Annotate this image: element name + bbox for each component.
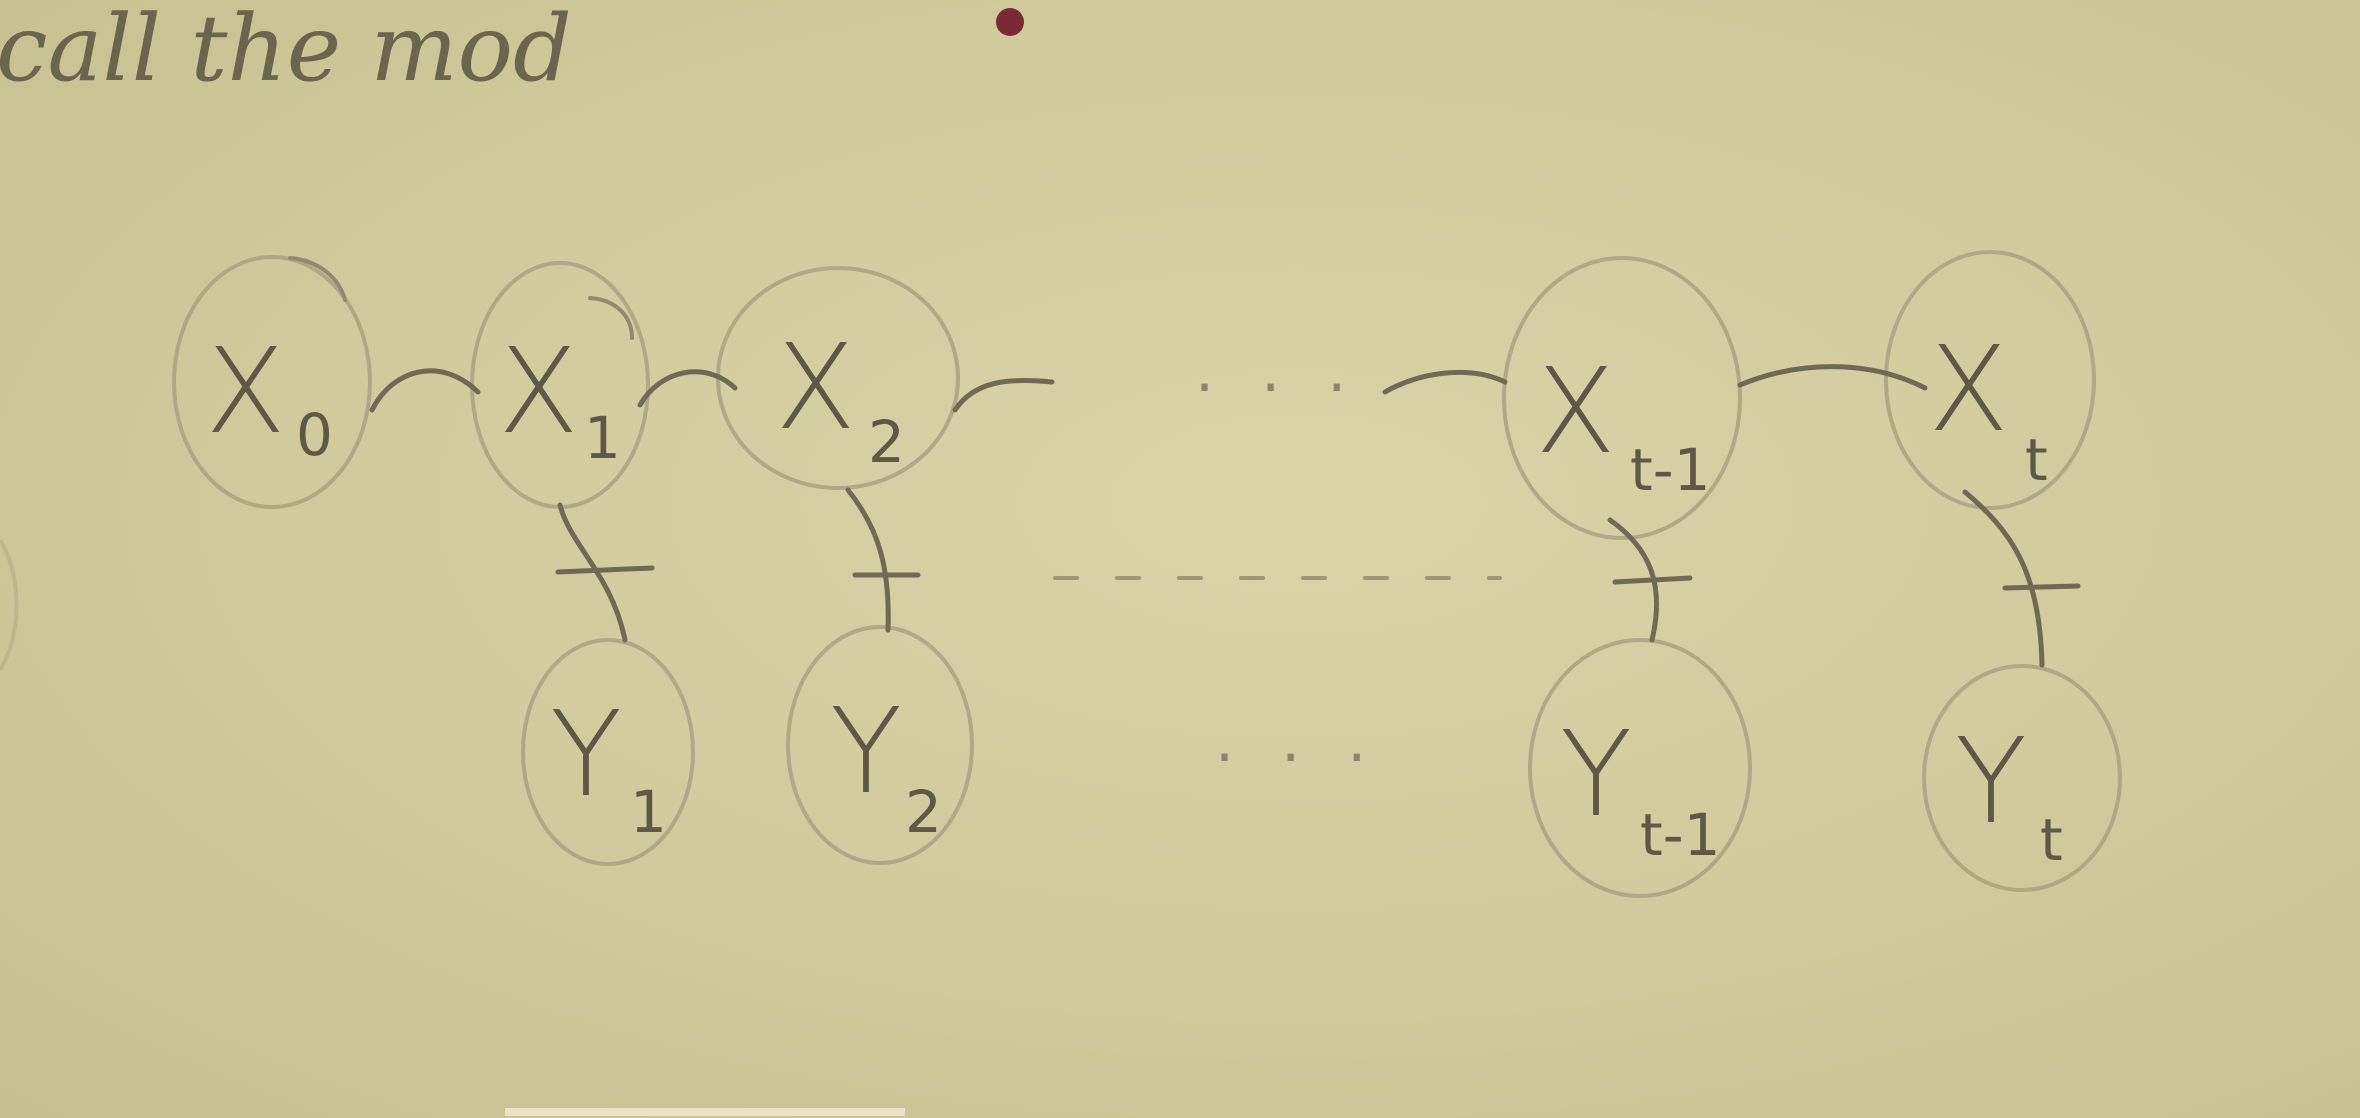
node-x2-letter: X <box>775 318 856 456</box>
node-y-t-minus-1: Y t-1 <box>1530 640 1750 896</box>
node-x1: X 1 <box>472 263 648 507</box>
node-x2: X 2 <box>718 268 958 488</box>
node-y2-subscript: 2 <box>905 778 942 846</box>
node-x-t-minus-1-subscript: t-1 <box>1630 436 1711 504</box>
node-y2: Y 2 <box>788 627 972 863</box>
node-x1-letter: X <box>498 322 579 460</box>
node-x-t: X t <box>1886 252 2094 508</box>
curl-x0 <box>290 258 345 300</box>
node-x-t-subscript: t <box>2025 426 2048 494</box>
node-y1-subscript: 1 <box>630 778 667 846</box>
caption-text: call the mod <box>0 0 572 102</box>
edge-x0-x1 <box>372 371 478 410</box>
node-y2-letter: Y <box>830 682 902 820</box>
node-y1-letter: Y <box>550 685 622 823</box>
node-x0-letter: X <box>205 322 286 460</box>
ellipsis-observations: · · · <box>1215 723 1380 793</box>
tick-x1-y1 <box>558 568 652 572</box>
tick-x-t-minus-1-y-t-minus-1 <box>1615 578 1690 582</box>
board-mark-left <box>0 540 17 670</box>
node-y1: Y 1 <box>523 640 693 864</box>
node-y-t-letter: Y <box>1955 712 2027 850</box>
node-y-t-minus-1-letter: Y <box>1560 705 1632 843</box>
node-y-t: Y t <box>1924 666 2120 890</box>
edge-x2-y2 <box>848 490 888 630</box>
edge-in-x-t-minus-1 <box>1385 372 1505 392</box>
node-y-t-subscript: t <box>2040 806 2063 874</box>
node-x1-subscript: 1 <box>584 404 621 472</box>
node-x-t-minus-1-letter: X <box>1535 342 1616 480</box>
ellipsis-hidden-chain: · · · <box>1195 353 1360 423</box>
node-x0-subscript: 0 <box>296 401 333 469</box>
node-x0: X 0 <box>174 257 370 507</box>
node-y-t-minus-1-subscript: t-1 <box>1640 801 1721 869</box>
node-x-t-minus-1: X t-1 <box>1504 258 1740 538</box>
node-x2-subscript: 2 <box>868 408 905 476</box>
edge-x-t-y-t <box>1965 492 2042 665</box>
node-x-t-letter: X <box>1928 320 2009 458</box>
edge-x-t-minus-1-x-t <box>1740 367 1925 388</box>
edge-x2-out <box>955 380 1052 410</box>
marker-dot <box>996 8 1024 36</box>
tick-x-t-y-t <box>2005 586 2078 588</box>
